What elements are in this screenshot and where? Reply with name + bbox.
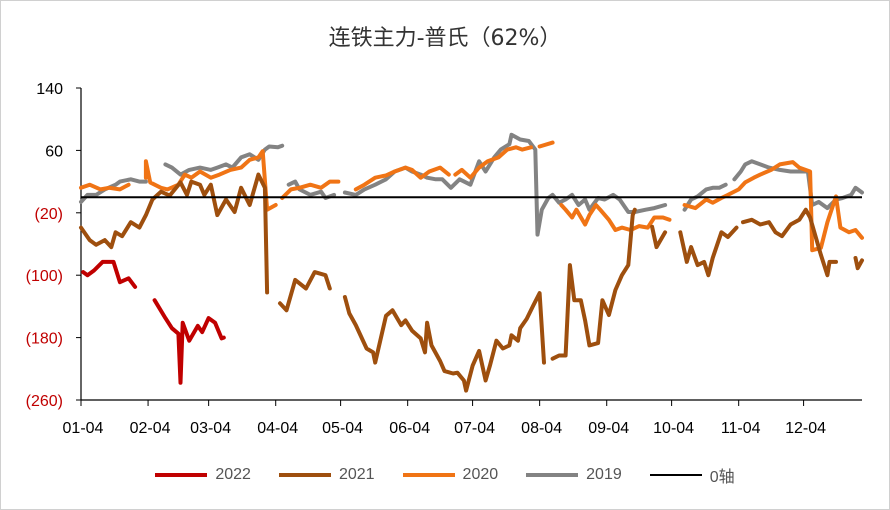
y-tick-label: (180)	[26, 331, 63, 348]
legend-item-2021: 2021	[278, 463, 375, 487]
legend-swatch-zero	[649, 474, 702, 476]
y-tick-label: (260)	[26, 393, 63, 410]
legend-item-2019: 2019	[526, 463, 622, 487]
x-tick-label: 06-04	[389, 420, 430, 437]
series-line-2019	[79, 132, 864, 237]
legend-item-2020: 2020	[402, 463, 499, 487]
series-line-2020	[79, 140, 864, 253]
legend-swatch-2022	[155, 473, 208, 477]
x-tick-label: 12-04	[785, 420, 826, 437]
legend-item-2022: 2022	[155, 463, 251, 487]
x-tick-label: 09-04	[588, 420, 629, 437]
legend-label: 2022	[215, 466, 251, 483]
series-line-2021	[79, 172, 864, 393]
legend-label: 2020	[462, 466, 499, 483]
legend-swatch-2021	[278, 473, 331, 477]
legend-label: 2021	[338, 466, 375, 483]
y-tick-label: (100)	[26, 268, 63, 285]
legend-swatch-2020	[402, 473, 455, 477]
x-tick-label: 02-04	[130, 420, 171, 437]
x-tick-label: 11-04	[721, 420, 761, 437]
chart-title: 连铁主力-普氏（62%）	[328, 26, 562, 51]
legend-label: 2019	[586, 466, 622, 483]
x-tick-label: 03-04	[190, 420, 231, 437]
series-line-2022	[81, 259, 226, 385]
y-tick-label: (20)	[35, 206, 63, 223]
legend: 2022 2021 2020 2019 0轴	[0, 463, 890, 487]
legend-item-zero-axis: 0轴	[649, 463, 735, 487]
x-tick-label: 10-04	[653, 420, 694, 437]
x-tick-label: 08-04	[521, 420, 562, 437]
legend-swatch-2019	[526, 473, 579, 477]
y-tick-label: 140	[36, 81, 63, 98]
legend-label: 0轴	[709, 469, 735, 486]
x-tick-label: 01-04	[63, 420, 104, 437]
y-tick-label: 60	[45, 143, 63, 160]
x-tick-label: 04-04	[257, 420, 298, 437]
x-tick-label: 05-04	[322, 420, 363, 437]
x-tick-label: 07-04	[454, 420, 495, 437]
